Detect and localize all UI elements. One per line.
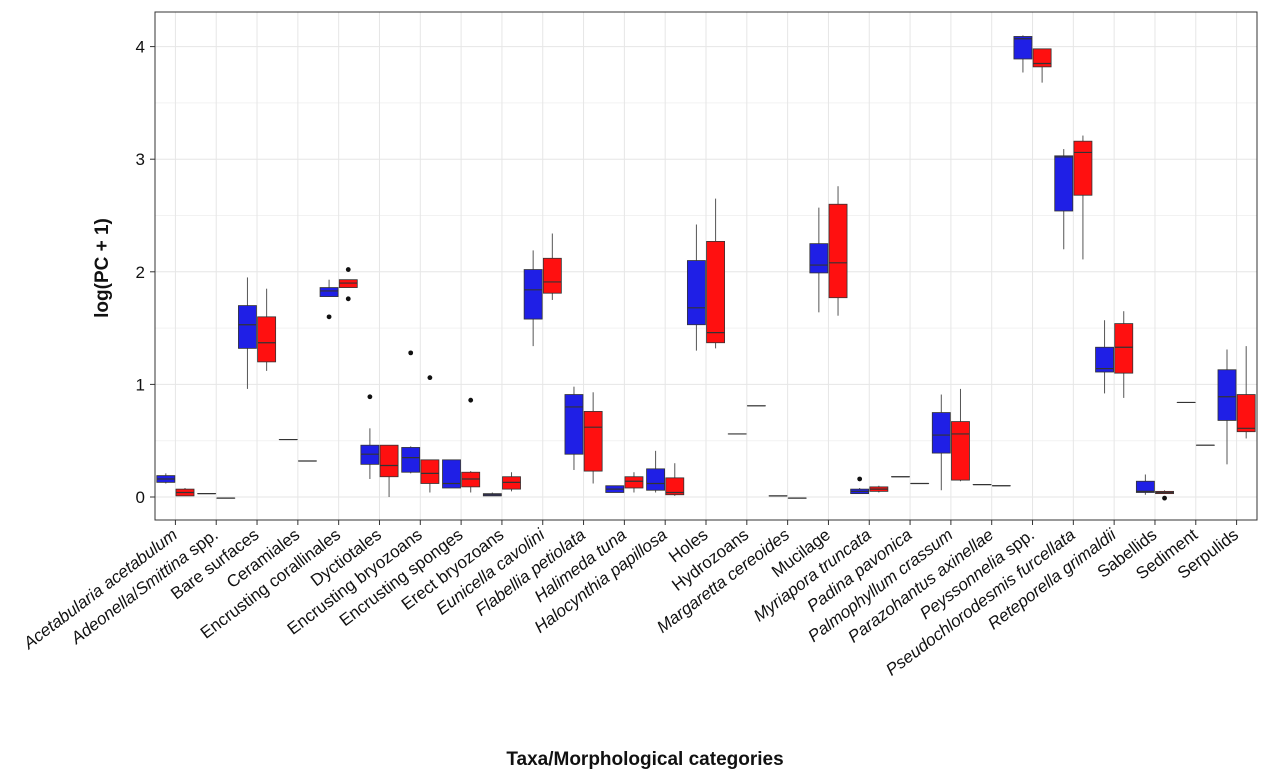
box-iqr	[583, 411, 603, 472]
box-iqr	[319, 287, 339, 297]
box-red	[461, 397, 481, 493]
y-axis-title: log(PC + 1)	[92, 218, 113, 318]
box-red	[175, 487, 195, 497]
box-iqr	[1032, 48, 1052, 68]
box-blue	[1135, 474, 1155, 495]
box-iqr	[564, 394, 584, 455]
box-red	[951, 388, 970, 482]
box-blue	[564, 386, 584, 470]
box-iqr	[523, 269, 543, 320]
box-iqr	[1095, 346, 1114, 373]
box-red	[1114, 311, 1134, 398]
box-iqr	[828, 203, 848, 299]
outlier-point	[345, 267, 351, 272]
box-blue	[686, 224, 706, 351]
box-blue	[482, 492, 502, 497]
box-iqr	[1114, 323, 1134, 374]
box-blue	[319, 279, 339, 320]
box-red	[257, 288, 277, 371]
box-red	[583, 392, 603, 484]
y-axis-ticks: 0 1 2 3 4	[136, 38, 155, 507]
y-tick-label: 0	[136, 488, 145, 507]
grid-lines	[155, 12, 1257, 520]
box-iqr	[379, 444, 399, 478]
box-iqr	[542, 257, 562, 294]
box-blue	[850, 476, 870, 495]
box-blue	[1054, 149, 1074, 250]
box-iqr	[1073, 140, 1093, 196]
box-red	[379, 444, 399, 497]
box-red	[869, 485, 889, 493]
box-iqr	[420, 459, 440, 484]
box-iqr	[624, 476, 644, 489]
outlier-point	[468, 397, 474, 403]
box-red	[1236, 346, 1256, 439]
y-tick-label: 4	[136, 38, 145, 57]
box-red	[1073, 135, 1093, 260]
box-series	[156, 35, 1256, 501]
box-iqr	[442, 459, 461, 489]
box-iqr	[1013, 36, 1033, 60]
box-blue	[442, 459, 461, 489]
box-blue	[1013, 35, 1033, 73]
box-iqr	[686, 260, 706, 326]
y-tick-label: 3	[136, 150, 145, 169]
box-red	[665, 463, 685, 496]
outlier-point	[857, 476, 863, 482]
box-blue	[360, 394, 380, 479]
box-red	[828, 186, 848, 316]
box-red	[706, 198, 726, 349]
box-iqr	[238, 305, 257, 349]
box-iqr	[931, 412, 951, 454]
outlier-point	[345, 296, 351, 302]
box-blue	[401, 350, 421, 474]
box-iqr	[1236, 394, 1256, 433]
box-red	[1155, 490, 1174, 501]
box-red	[624, 472, 644, 493]
box-iqr	[809, 243, 829, 274]
box-red	[1032, 48, 1052, 83]
box-blue	[646, 450, 666, 493]
box-iqr	[951, 421, 970, 481]
box-iqr	[401, 447, 421, 473]
box-iqr	[706, 240, 726, 344]
box-blue	[156, 473, 176, 484]
box-blue	[605, 485, 625, 493]
outlier-point	[367, 394, 373, 400]
box-iqr	[1217, 369, 1237, 421]
outlier-point	[1162, 495, 1167, 501]
box-red	[338, 267, 358, 302]
box-blue	[523, 250, 543, 347]
y-tick-label: 2	[136, 263, 145, 282]
outlier-point	[408, 350, 414, 356]
box-red	[542, 233, 562, 300]
box-iqr	[665, 477, 685, 496]
box-iqr	[1054, 155, 1074, 212]
box-blue	[1217, 349, 1237, 465]
box-blue	[809, 207, 829, 313]
box-blue	[1095, 320, 1114, 394]
outlier-point	[326, 314, 332, 320]
box-blue	[238, 277, 257, 389]
x-axis-ticks: Acetabularia acetabulumAdeonella/Smittin…	[19, 520, 1242, 680]
outlier-point	[427, 375, 433, 381]
box-iqr	[646, 468, 666, 491]
box-blue	[931, 394, 951, 491]
box-iqr	[1135, 480, 1155, 493]
y-tick-label: 1	[136, 375, 145, 394]
box-red	[502, 472, 521, 492]
box-iqr	[257, 316, 277, 363]
box-red	[420, 375, 440, 493]
x-axis-title: Taxa/Morphological categories	[506, 749, 783, 770]
